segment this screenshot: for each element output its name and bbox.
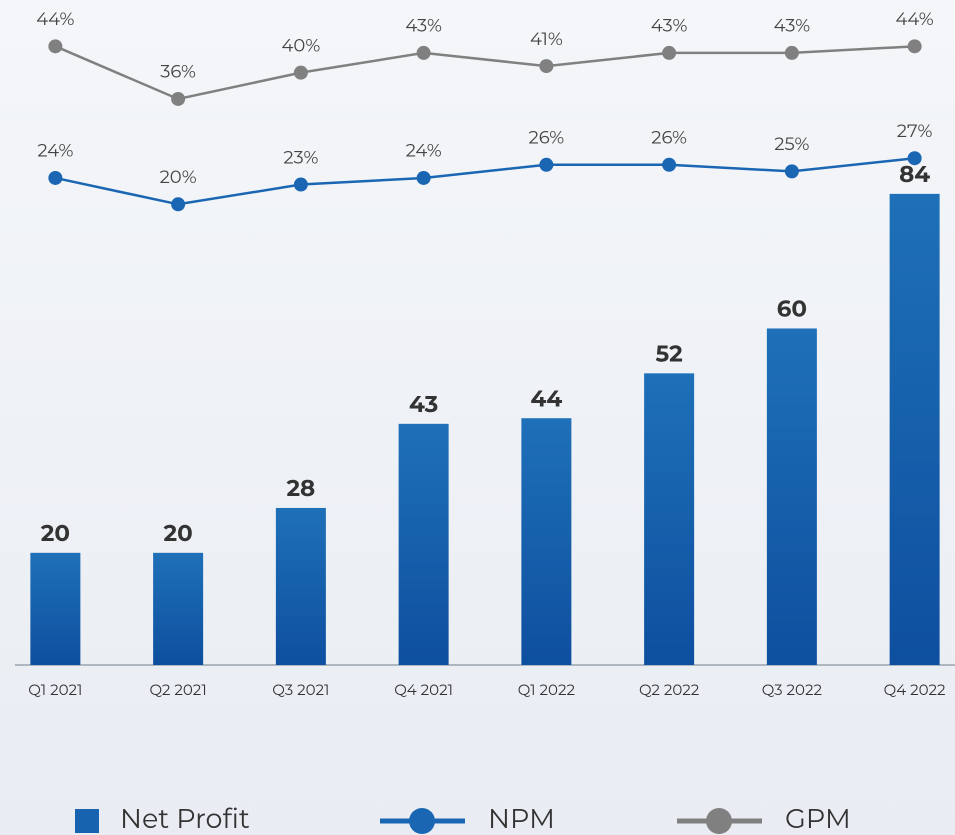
bar-value-label: 20 [164, 519, 193, 547]
line-value-label: 27% [897, 120, 933, 142]
line-point [293, 65, 308, 80]
line-point [662, 45, 677, 60]
line-value-label: 36% [160, 61, 196, 83]
x-tick-label: Q4 2022 [884, 680, 946, 699]
bar-value-label: 20 [41, 519, 70, 547]
line-point [662, 157, 677, 172]
bar [889, 193, 940, 665]
x-tick-label: Q4 2021 [394, 680, 453, 699]
x-tick-label: Q1 2022 [518, 680, 575, 699]
x-tick-label: Q1 2021 [28, 680, 82, 699]
line-point [416, 45, 431, 60]
legend-label: NPM [488, 802, 555, 835]
line [54, 45, 915, 101]
line-value-label: 23% [283, 146, 318, 168]
x-tick-label: Q2 2021 [150, 680, 207, 699]
line-value-label: 26% [651, 127, 687, 149]
line-value-label: 43% [405, 15, 442, 37]
line-point [784, 45, 799, 60]
bar [153, 552, 204, 665]
line-value-label: 24% [37, 140, 73, 162]
bar [644, 373, 695, 665]
legend-label: Net Profit [120, 802, 250, 835]
line-point [784, 164, 799, 179]
line-point [171, 91, 186, 106]
bar [766, 328, 817, 665]
line-point [171, 197, 186, 212]
bar [398, 423, 449, 665]
legend-label: GPM [785, 802, 851, 835]
line-value-label: 43% [651, 15, 688, 37]
line-value-label: 44% [36, 8, 74, 30]
line-value-label: 44% [896, 8, 934, 30]
line-value-label: 40% [282, 34, 321, 56]
line-point [539, 59, 554, 74]
line-value-label: 43% [774, 15, 811, 37]
line-point [907, 39, 922, 54]
bar [275, 507, 326, 665]
bar-value-label: 52 [656, 340, 683, 368]
line-point [293, 177, 308, 192]
line-value-label: 26% [529, 127, 565, 149]
line [55, 156, 915, 206]
legend-swatch [706, 808, 732, 834]
x-tick-label: Q2 2022 [639, 680, 699, 699]
line-point [416, 170, 431, 185]
line-point [48, 170, 63, 185]
line-value-label: 41% [530, 28, 563, 50]
x-tick-label: Q3 2022 [762, 680, 822, 699]
line-point [539, 157, 554, 172]
bar-value-label: 28 [286, 474, 315, 502]
bar-value-label: 43 [409, 390, 438, 418]
bar [30, 552, 81, 665]
line-value-label: 24% [406, 140, 442, 162]
line-point [48, 39, 63, 54]
legend-swatch [409, 808, 435, 834]
line-value-label: 20% [160, 166, 197, 188]
legend-swatch [75, 809, 99, 833]
bar [521, 418, 572, 665]
line-point [907, 151, 922, 166]
x-tick-label: Q3 2021 [272, 680, 329, 699]
bar-value-label: 60 [777, 295, 807, 323]
bar-value-label: 44 [531, 384, 563, 412]
line-value-label: 25% [774, 133, 809, 155]
